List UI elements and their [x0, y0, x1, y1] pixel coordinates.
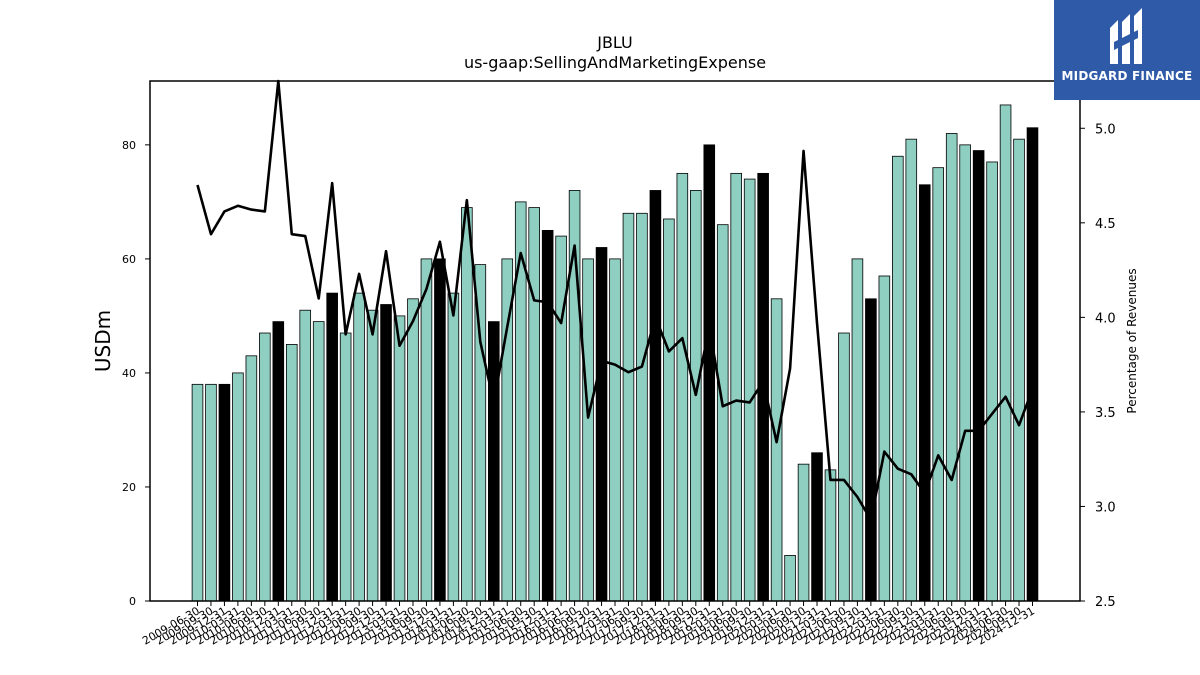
bar-2013-12-31 [434, 258, 446, 602]
bar-2013-06-30 [407, 298, 419, 602]
bar-2024-12-31 [1026, 127, 1039, 602]
chart-subtitle: us-gaap:SellingAndMarketingExpense [464, 53, 766, 72]
y2tick-label: 5.0 [1095, 122, 1116, 137]
bar-2011-06-30 [299, 309, 312, 602]
bar-2020-09-30 [797, 463, 810, 602]
bar-2016-12-31 [595, 247, 608, 602]
chart-title: JBLU [596, 33, 633, 52]
bar-2018-12-31 [703, 144, 716, 602]
midgard-logo-icon [1110, 8, 1142, 64]
bar-2009-09-30 [205, 383, 217, 602]
logo: MIDGARD FINANCE [1054, 0, 1200, 100]
bar-2013-09-30 [420, 258, 433, 602]
bar-2012-06-30 [353, 292, 365, 602]
bar-2024-09-30 [1013, 138, 1025, 602]
y2tick-label: 4.5 [1095, 217, 1116, 232]
bar-2023-09-30 [959, 144, 971, 602]
bar-2022-09-30 [905, 138, 918, 602]
y2tick-label: 4.0 [1095, 311, 1116, 326]
bar-2012-03-31 [339, 332, 352, 602]
bar-2017-06-30 [622, 212, 635, 602]
bar-2021-03-31 [824, 469, 837, 602]
bar-2020-03-31 [770, 298, 783, 602]
bar-2014-06-30 [461, 207, 473, 602]
y2tick-label: 3.0 [1095, 500, 1116, 515]
y-axis-label: USDm [91, 310, 115, 372]
bar-2022-12-31 [918, 184, 931, 602]
bar-2015-12-31 [541, 229, 554, 602]
bar-2012-09-30 [366, 309, 379, 602]
logo-text: MIDGARD FINANCE [1061, 69, 1193, 83]
bar-2010-03-31 [232, 372, 244, 602]
y-axis-right: 2.5 3.0 3.5 4.0 4.5 5.0 [1080, 122, 1116, 610]
bar-2011-03-31 [285, 344, 298, 602]
bar-2014-12-31 [487, 321, 500, 602]
ytick-label: 80 [122, 139, 136, 152]
bar-2012-12-31 [380, 304, 392, 602]
ytick-label: 40 [122, 367, 136, 380]
bars [191, 104, 1039, 602]
bar-2014-03-31 [447, 292, 460, 602]
bar-2022-03-31 [878, 275, 891, 602]
bar-2021-12-31 [865, 298, 877, 602]
bar-2017-09-30 [636, 212, 648, 602]
ytick-label: 60 [122, 253, 136, 266]
bar-2010-12-31 [272, 321, 285, 602]
bar-2024-06-30 [999, 104, 1012, 602]
bar-2020-06-30 [784, 554, 796, 602]
bar-2011-12-31 [326, 292, 338, 602]
bar-2023-06-30 [945, 133, 958, 602]
bar-2019-09-30 [743, 178, 756, 602]
bar-2023-12-31 [972, 150, 985, 602]
bar-2018-06-30 [676, 172, 689, 602]
bar-2016-03-31 [555, 235, 567, 602]
bar-2023-03-31 [932, 167, 945, 602]
ytick-label: 0 [129, 595, 136, 608]
bar-2010-09-30 [259, 332, 271, 602]
bar-2021-09-30 [851, 258, 864, 602]
bar-2015-09-30 [528, 207, 540, 602]
y2-axis-label: Percentage of Revenues [1125, 268, 1139, 413]
bar-2010-06-30 [245, 355, 258, 602]
bar-2009-12-31 [218, 383, 231, 602]
y2tick-label: 3.5 [1095, 406, 1116, 421]
bar-2020-12-31 [811, 452, 823, 602]
x-axis: 2009-06-302009-09-302009-12-312010-03-31… [140, 601, 1037, 648]
bar-2019-03-31 [716, 224, 729, 602]
y-axis-left: 0 20 40 60 80 [122, 139, 150, 608]
bar-2024-03-31 [986, 161, 998, 602]
bar-2018-03-31 [663, 218, 675, 602]
bar-2013-03-31 [393, 315, 406, 602]
y2tick-label: 2.5 [1095, 595, 1116, 610]
bar-2017-12-31 [649, 190, 662, 602]
bar-2022-06-30 [892, 155, 904, 602]
bar-2011-09-30 [312, 321, 325, 602]
ratio-line [196, 79, 1034, 521]
ratio-line-path [196, 79, 1034, 521]
bar-2019-06-30 [730, 172, 742, 602]
bar-2017-03-31 [609, 258, 621, 602]
ytick-label: 20 [122, 481, 136, 494]
bar-2009-06-30 [191, 383, 204, 602]
bar-2021-06-30 [838, 332, 850, 602]
bar-2016-09-30 [582, 258, 594, 602]
